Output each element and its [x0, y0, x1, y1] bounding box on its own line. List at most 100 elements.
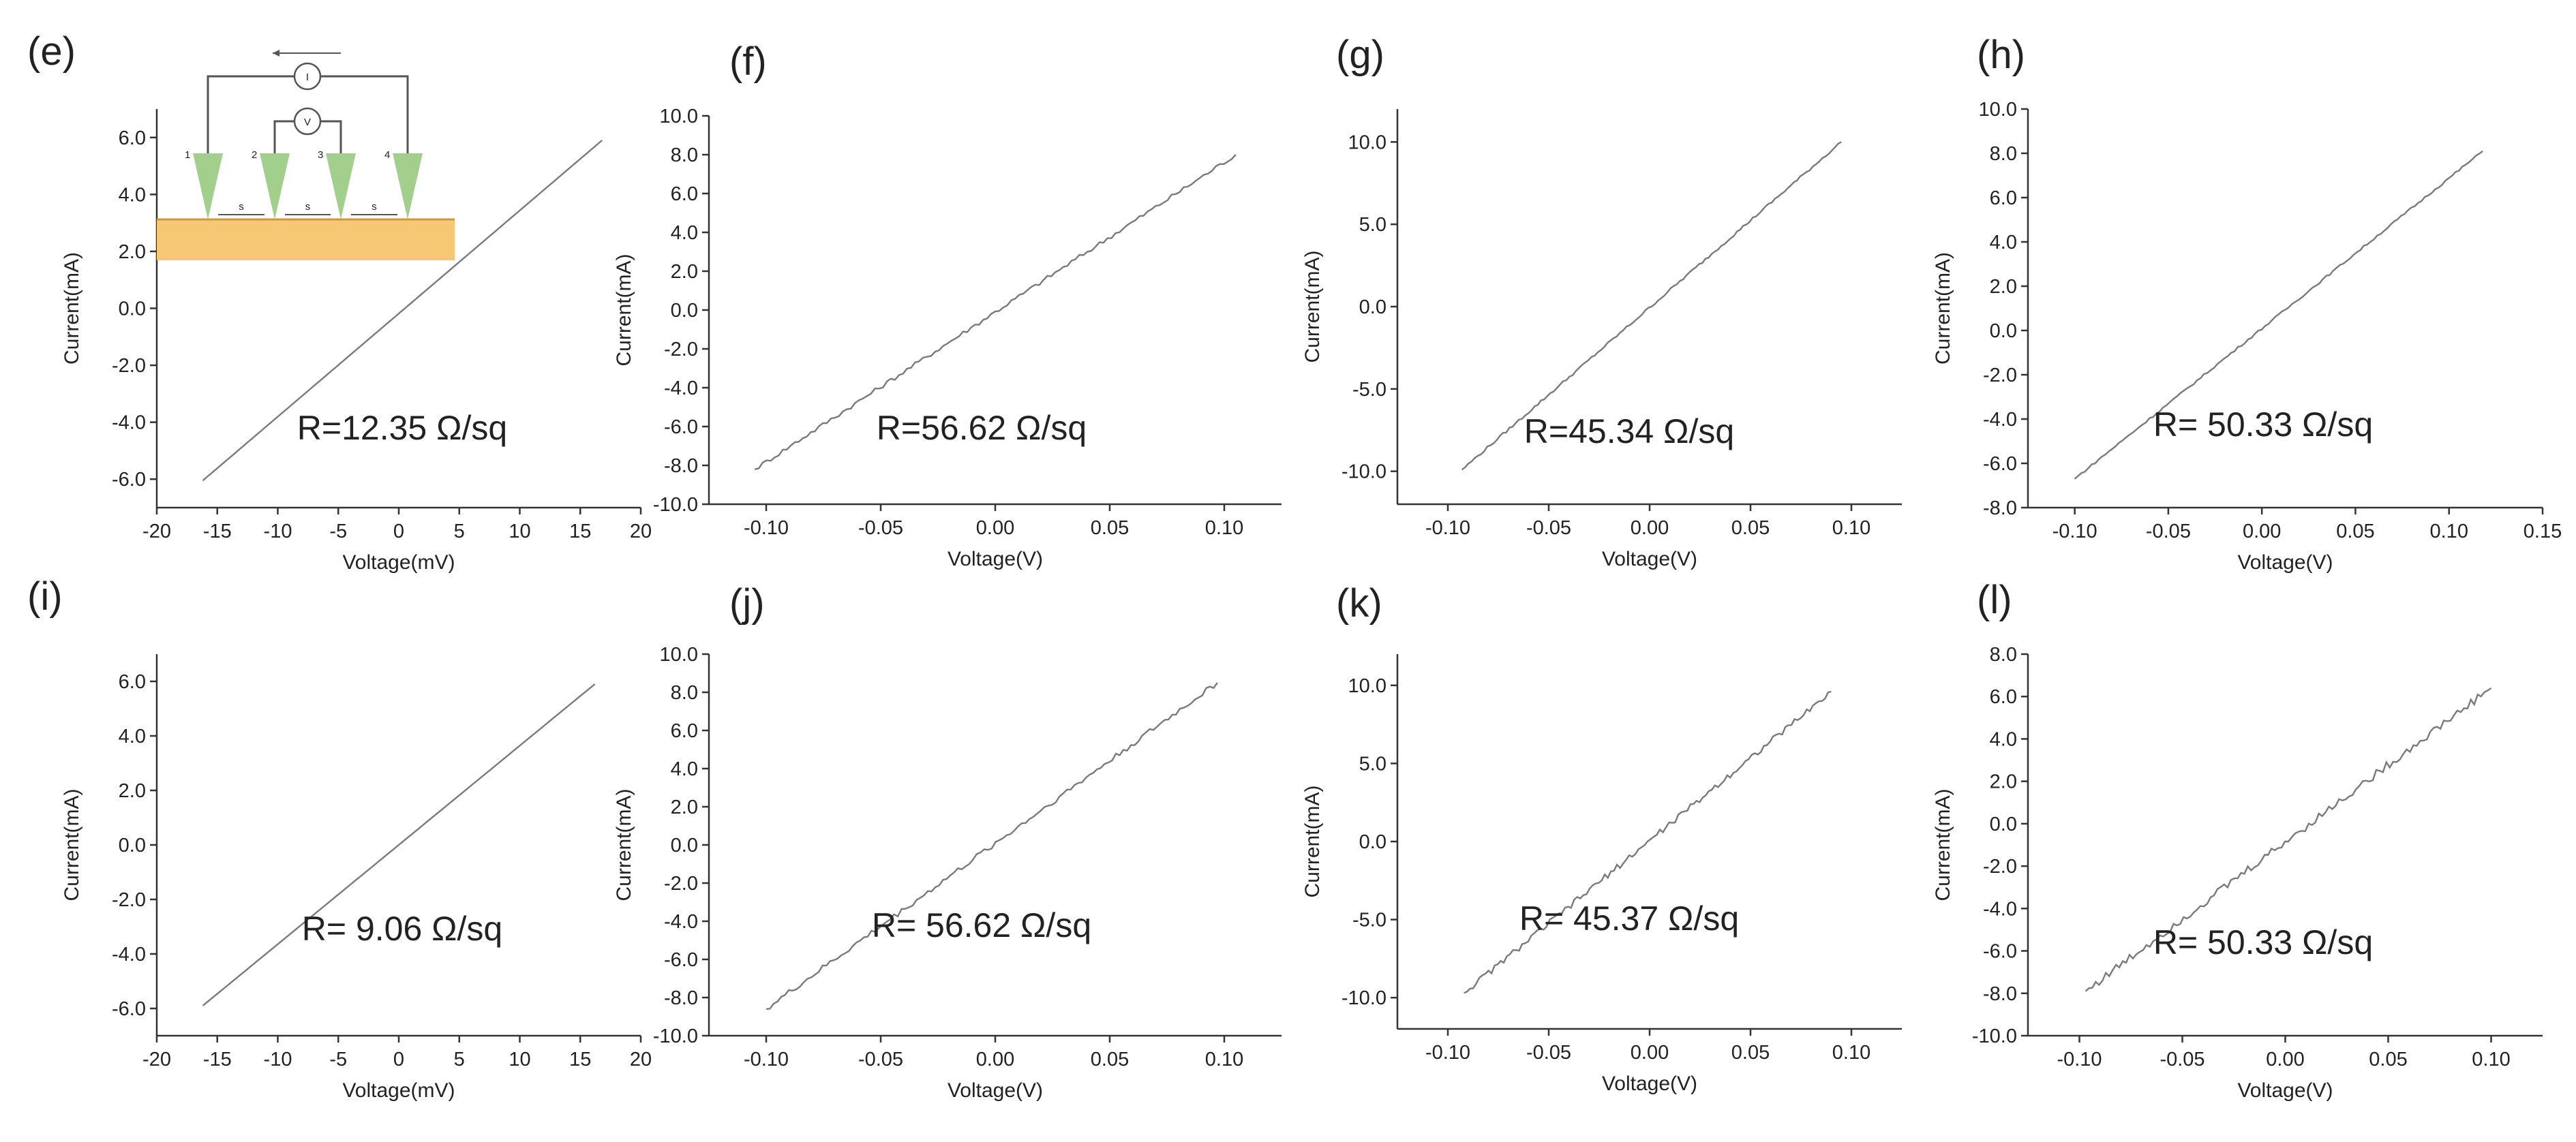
x-tick-label: 0.00: [976, 1049, 1014, 1070]
probe-number: 4: [384, 149, 390, 161]
x-axis-title: Voltage(V): [2237, 1079, 2333, 1102]
sheet-resistance-label: R= 45.37 Ω/sq: [1519, 899, 1739, 938]
x-tick-label: 15: [569, 1049, 591, 1070]
y-tick-label: -8.0: [664, 987, 698, 1009]
ammeter-label: I: [306, 72, 309, 83]
x-tick-label: -0.05: [858, 1049, 903, 1070]
y-tick-label: 4.0: [119, 184, 146, 206]
x-tick-label: 0.00: [2266, 1049, 2304, 1070]
sheet-resistance-label: R=12.35 Ω/sq: [297, 409, 507, 447]
panel-label: (h): [1977, 33, 2025, 77]
x-tick-label: 0.05: [1731, 1042, 1770, 1064]
y-axis-title: Current(mA): [613, 253, 635, 366]
y-tick-label: 0.0: [671, 300, 698, 322]
y-tick-label: -6.0: [112, 998, 146, 1020]
x-tick-label: 0.00: [1631, 517, 1669, 539]
arrow-head-icon: [273, 50, 279, 57]
x-tick-label: 5: [454, 521, 465, 542]
x-tick-label: 0.10: [2472, 1049, 2510, 1070]
probe-tip: [393, 153, 423, 219]
y-tick-label: -8.0: [1983, 983, 2017, 1005]
y-axis-title: Current(mA): [61, 252, 83, 365]
x-tick-label: -0.05: [1526, 517, 1571, 539]
iv-curve: [766, 682, 1218, 1010]
y-tick-label: 4.0: [1990, 728, 2017, 750]
y-tick-label: 2.0: [1990, 276, 2017, 298]
x-tick-label: -10: [264, 521, 292, 542]
x-tick-label: 10: [509, 521, 530, 542]
x-tick-label: -5: [329, 1049, 347, 1070]
y-tick-label: -10.0: [1342, 461, 1387, 483]
y-tick-label: -10.0: [1972, 1025, 2017, 1047]
x-tick-label: -0.05: [858, 517, 903, 539]
voltmeter-label: V: [304, 117, 311, 128]
probe-tip: [193, 153, 223, 219]
y-tick-label: 8.0: [1990, 644, 2017, 666]
x-tick-label: 20: [630, 1049, 652, 1070]
iv-curve: [202, 140, 603, 482]
y-tick-label: 5.0: [1359, 214, 1387, 236]
y-tick-label: -8.0: [664, 455, 698, 477]
chart-panel: (j) -0.10 -0.05 0.00 0.05 0.10 -10.0 -8.0 -6.0 -4…: [613, 581, 1282, 1102]
probe-number: 2: [252, 149, 257, 161]
y-tick-label: -2.0: [664, 873, 698, 895]
x-tick-label: 10: [509, 1049, 530, 1070]
x-tick-label: 0.05: [2369, 1049, 2407, 1070]
x-tick-label: -15: [203, 521, 232, 542]
y-tick-label: -10.0: [653, 1025, 698, 1047]
x-axis-title: Voltage(V): [2237, 551, 2333, 574]
x-tick-label: -0.05: [1526, 1042, 1571, 1064]
chart-panel: (k) -0.10 -0.05 0.00 0.05 0.10 -10.0 -5.0 0.0 5.0…: [1301, 581, 1902, 1095]
y-tick-label: -2.0: [1983, 365, 2017, 386]
y-tick-label: 6.0: [119, 671, 146, 693]
y-tick-label: -6.0: [112, 469, 146, 491]
y-axis-title: Current(mA): [1932, 252, 1954, 365]
current-loop-wire: [207, 75, 409, 153]
x-tick-label: 15: [569, 521, 591, 542]
y-tick-label: -4.0: [1983, 898, 2017, 920]
y-tick-label: 4.0: [671, 758, 698, 780]
y-tick-label: -10.0: [1342, 987, 1387, 1009]
x-axis-title: Voltage(mV): [342, 551, 455, 574]
x-tick-label: 0.10: [1205, 517, 1243, 539]
chart-panel: (g) -0.10 -0.05 0.00 0.05 0.10 -10.0 -5.0 0.0 5.0…: [1301, 33, 1902, 570]
probe-tip: [326, 153, 356, 219]
y-axis-title: Current(mA): [1301, 785, 1324, 897]
y-tick-label: 0.0: [1990, 814, 2017, 835]
y-tick-label: -4.0: [112, 944, 146, 966]
x-axis-title: Voltage(V): [1602, 1072, 1697, 1095]
panel-label: (l): [1977, 578, 2012, 622]
y-tick-label: 10.0: [1348, 675, 1387, 697]
x-tick-label: -0.10: [2057, 1049, 2102, 1070]
panel-label: (j): [729, 581, 765, 626]
iv-curve: [754, 154, 1237, 470]
x-tick-label: 0.00: [2243, 521, 2281, 542]
spacing-label: s: [239, 201, 244, 213]
panel-label: (f): [729, 40, 767, 84]
x-tick-label: 5: [454, 1049, 465, 1070]
x-tick-label: -10: [264, 1049, 292, 1070]
y-tick-label: -2.0: [112, 355, 146, 377]
y-tick-label: 8.0: [671, 144, 698, 166]
sheet-resistance-label: R= 9.06 Ω/sq: [302, 910, 502, 948]
y-tick-label: 0.0: [671, 835, 698, 856]
y-tick-label: -5.0: [1352, 910, 1387, 931]
y-tick-label: 6.0: [671, 720, 698, 742]
x-tick-label: 0.00: [976, 517, 1014, 539]
y-tick-label: 6.0: [671, 183, 698, 205]
voltage-loop-wire: [273, 120, 342, 153]
chart-panel: (l) -0.10 -0.05 0.00 0.05 0.10 -10.0 -8.0 -6.0 -4…: [1932, 578, 2543, 1102]
y-tick-label: -4.0: [664, 911, 698, 933]
y-axis-title: Current(mA): [1932, 788, 1954, 901]
y-tick-label: -6.0: [1983, 941, 2017, 963]
panel-label: (i): [27, 574, 63, 619]
iv-curve: [1461, 141, 1842, 471]
y-tick-label: 4.0: [119, 726, 146, 747]
y-tick-label: 8.0: [1990, 143, 2017, 165]
four-point-probe-inset: 1 2 3 4 I Vs s s: [157, 50, 455, 260]
y-axis-title: Current(mA): [61, 788, 83, 901]
probe-number: 1: [185, 149, 190, 161]
x-axis-title: Voltage(V): [1602, 548, 1697, 570]
y-tick-label: -4.0: [664, 377, 698, 399]
